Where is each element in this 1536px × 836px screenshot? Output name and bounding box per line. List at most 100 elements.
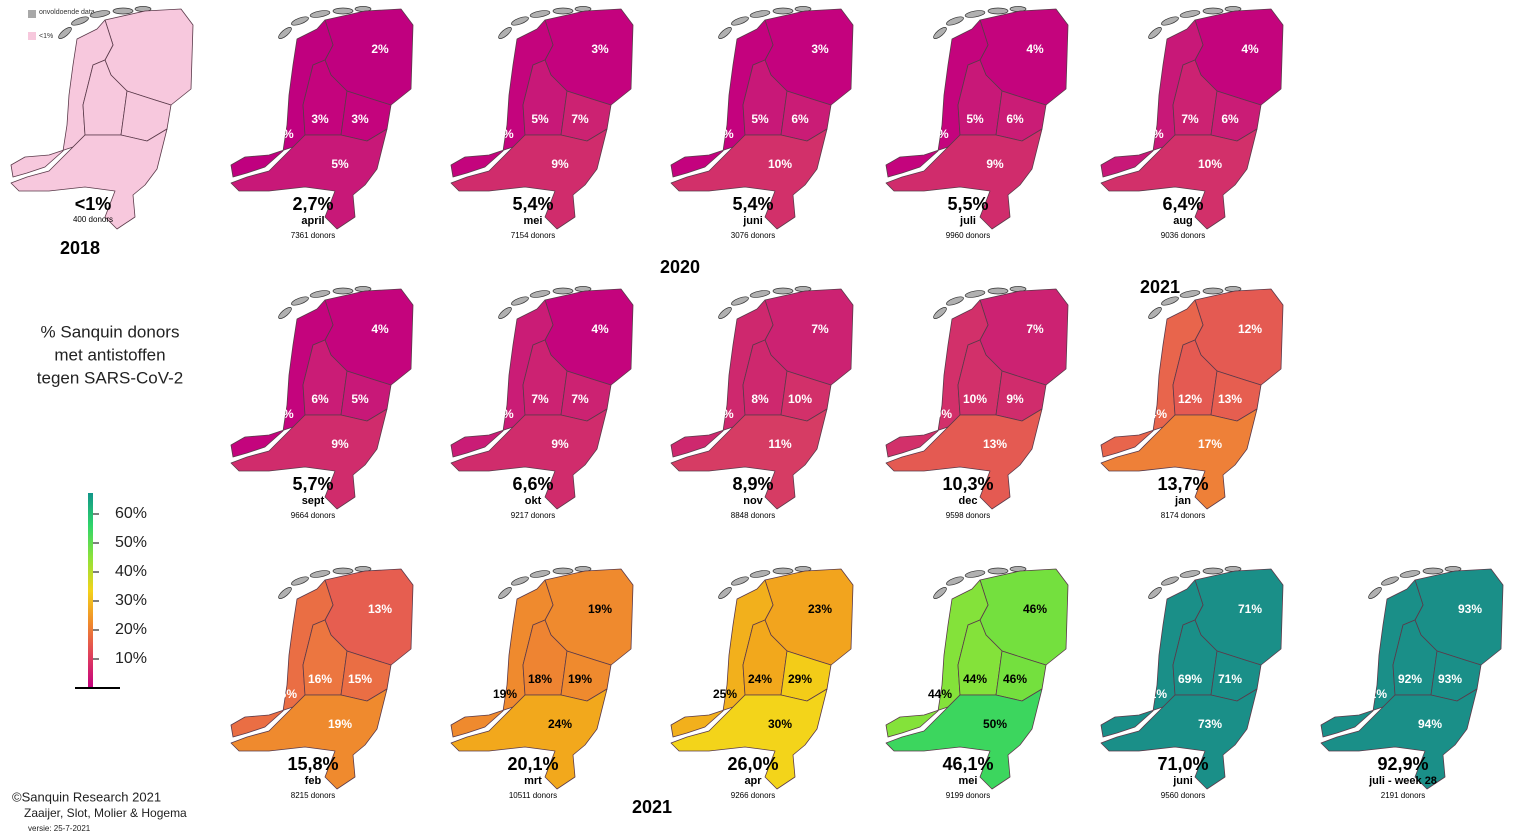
map: 4% 6% 7% 7% 9% 6,6%okt 9217 donors bbox=[450, 286, 634, 520]
map-donors: 7361 donors bbox=[291, 231, 335, 240]
map-donors: 9560 donors bbox=[1161, 791, 1205, 800]
legend-swatch bbox=[28, 10, 36, 18]
region-label: 11% bbox=[768, 437, 792, 451]
island bbox=[1202, 7, 1224, 15]
map-donors: 2191 donors bbox=[1381, 791, 1425, 800]
region-label: 25% bbox=[713, 687, 737, 701]
region bbox=[1320, 688, 1478, 790]
region bbox=[885, 19, 989, 178]
map-period: juli bbox=[959, 215, 976, 227]
region-label: 15% bbox=[273, 687, 297, 701]
island bbox=[1148, 27, 1162, 39]
island bbox=[511, 576, 529, 586]
region bbox=[230, 579, 334, 738]
region bbox=[230, 19, 334, 178]
region bbox=[450, 408, 608, 510]
region bbox=[450, 299, 554, 458]
map-donors: 8215 donors bbox=[291, 791, 335, 800]
island bbox=[1368, 587, 1382, 599]
island bbox=[58, 27, 72, 39]
island bbox=[552, 7, 574, 15]
map-period: mei bbox=[959, 775, 978, 787]
region-label: 3% bbox=[351, 112, 369, 126]
region-label: 10% bbox=[788, 392, 812, 406]
map-donors: 9664 donors bbox=[291, 511, 335, 520]
island bbox=[498, 27, 512, 39]
island bbox=[291, 296, 309, 306]
map-total: 2,7% bbox=[292, 194, 333, 214]
region-label: 9% bbox=[551, 157, 569, 171]
region-label: 12% bbox=[1178, 392, 1202, 406]
region bbox=[1100, 128, 1258, 230]
region bbox=[10, 128, 168, 230]
island bbox=[946, 576, 964, 586]
map-donors: 9036 donors bbox=[1161, 231, 1205, 240]
region-label: 71% bbox=[1218, 672, 1242, 686]
region-label: 69% bbox=[1178, 672, 1202, 686]
region-label: 94% bbox=[1418, 717, 1442, 731]
region bbox=[1320, 579, 1424, 738]
map: 12% 14% 12% 13% 17% 13,7%jan 8174 donors bbox=[1100, 286, 1284, 520]
region-label: 4% bbox=[931, 127, 949, 141]
map-donors: 3076 donors bbox=[731, 231, 775, 240]
region-label: 9% bbox=[551, 437, 569, 451]
map-period: sept bbox=[302, 495, 325, 507]
region bbox=[670, 128, 828, 230]
map-period: juni bbox=[1172, 775, 1193, 787]
region-label: 93% bbox=[1438, 672, 1462, 686]
title-line: tegen SARS-CoV-2 bbox=[37, 368, 183, 387]
region bbox=[670, 579, 774, 738]
region-label: 16% bbox=[308, 672, 332, 686]
island bbox=[1148, 587, 1162, 599]
region-label: 7% bbox=[571, 112, 589, 126]
region-label: 4% bbox=[1241, 42, 1259, 56]
map-total: 26,0% bbox=[727, 754, 778, 774]
region-label: 6% bbox=[1006, 112, 1024, 126]
island bbox=[1161, 296, 1179, 306]
island bbox=[291, 16, 309, 26]
map-period: apr bbox=[744, 775, 762, 787]
region-label: 5% bbox=[751, 112, 769, 126]
region-label: 19% bbox=[328, 717, 352, 731]
colorbar-tick-label: 50% bbox=[115, 534, 147, 551]
map-donors: 8174 donors bbox=[1161, 511, 1205, 520]
map: 2% 1% 3% 3% 5% 2,7%april 7361 donors bbox=[230, 6, 414, 240]
map-total: <1% bbox=[75, 194, 112, 214]
island bbox=[718, 587, 732, 599]
island bbox=[731, 296, 749, 306]
island bbox=[1179, 290, 1201, 298]
map-period: juni bbox=[742, 215, 763, 227]
map: 46% 44% 44% 46% 50% 46,1%mei 9199 donors bbox=[885, 566, 1069, 800]
map-total: 13,7% bbox=[1157, 474, 1208, 494]
island bbox=[1179, 570, 1201, 578]
island bbox=[772, 7, 794, 15]
island bbox=[718, 307, 732, 319]
island bbox=[749, 290, 771, 298]
map: 19% 19% 18% 19% 24% 20,1%mrt 10511 donors bbox=[450, 566, 634, 800]
region bbox=[230, 299, 334, 458]
island bbox=[718, 27, 732, 39]
island bbox=[1399, 570, 1421, 578]
region-label: 24% bbox=[748, 672, 772, 686]
island bbox=[1161, 576, 1179, 586]
region-label: 3% bbox=[591, 42, 609, 56]
year-label: 2020 bbox=[660, 257, 700, 277]
map-donors: 8848 donors bbox=[731, 511, 775, 520]
region-label: 6% bbox=[791, 112, 809, 126]
year-label: 2018 bbox=[60, 238, 100, 258]
region-label: 7% bbox=[531, 392, 549, 406]
region-label: 71% bbox=[1238, 602, 1262, 616]
map: 4% 5% 7% 6% 10% 6,4%aug 9036 donors bbox=[1100, 6, 1284, 240]
region-label: 5% bbox=[531, 112, 549, 126]
island bbox=[278, 27, 292, 39]
region bbox=[670, 408, 828, 510]
island bbox=[498, 587, 512, 599]
island bbox=[529, 570, 551, 578]
map-total: 92,9% bbox=[1377, 754, 1428, 774]
region-label: 9% bbox=[1006, 392, 1024, 406]
region bbox=[670, 299, 774, 458]
region-label: 23% bbox=[808, 602, 832, 616]
map: 3% 4% 5% 7% 9% 5,4%mei 7154 donors bbox=[450, 6, 634, 240]
region-label: 12% bbox=[1238, 322, 1262, 336]
island bbox=[1202, 287, 1224, 295]
